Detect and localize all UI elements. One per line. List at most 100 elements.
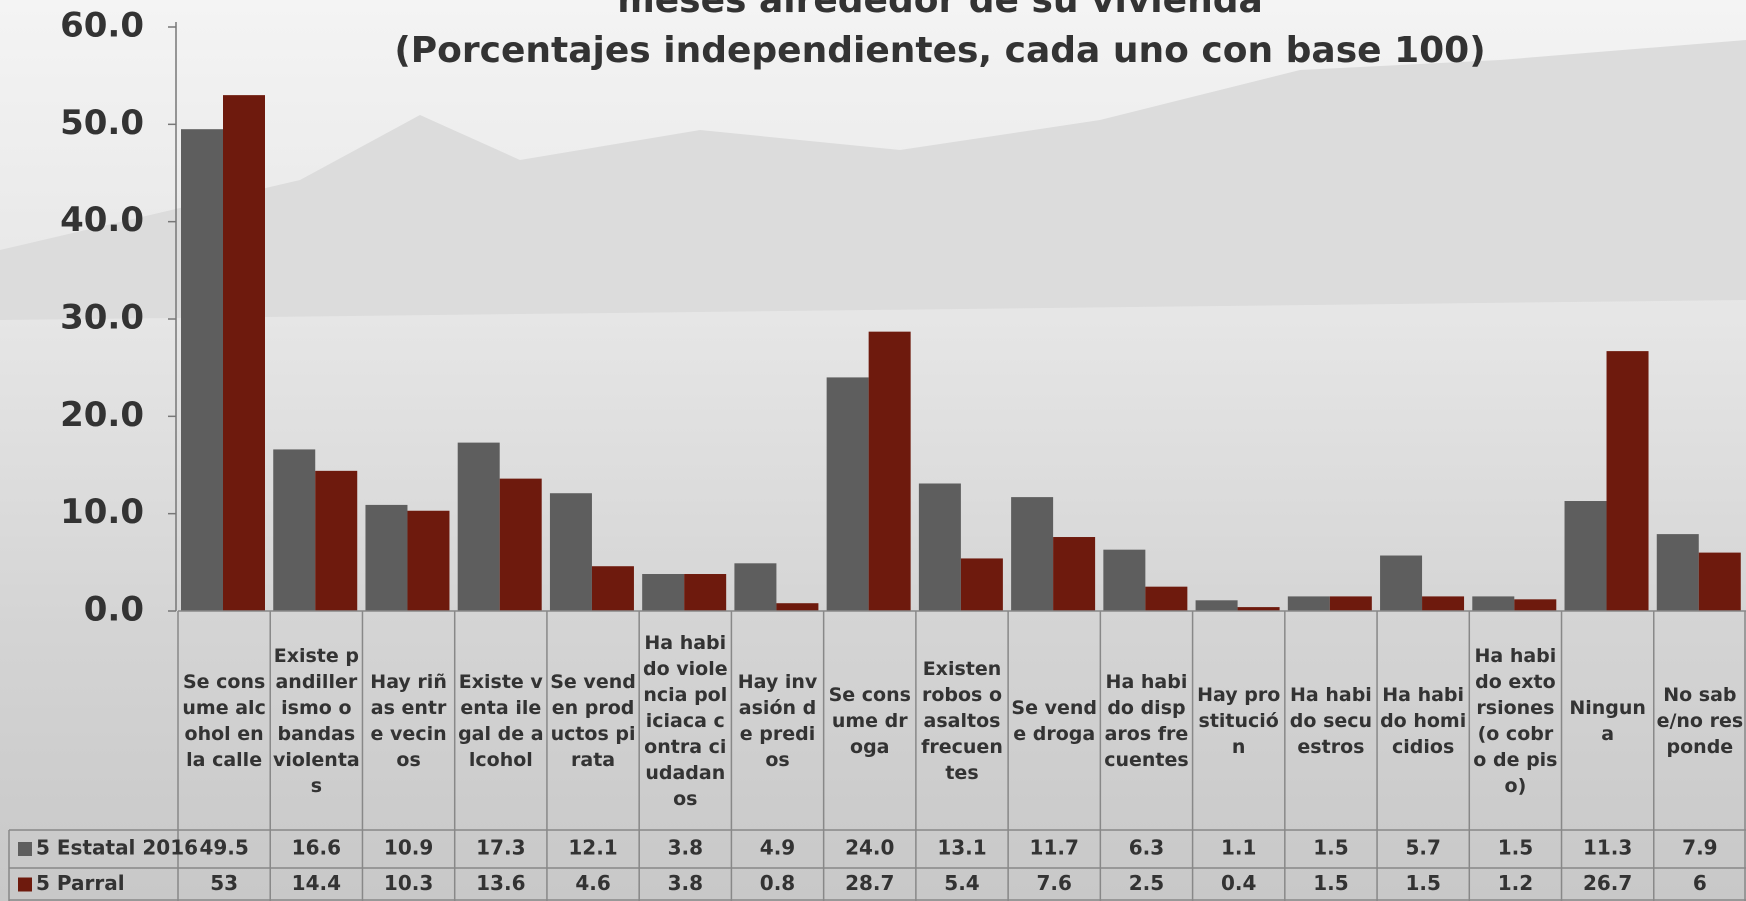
category-cell: Se vende droga [1008, 611, 1100, 830]
bar [827, 377, 869, 611]
x-tick-label: Hay invasión de predios [731, 611, 823, 830]
y-tick-label: 10.0 [60, 492, 144, 532]
bar [961, 558, 1003, 611]
data-label: 2.5 [1129, 871, 1164, 895]
bar [1699, 553, 1741, 611]
chart-title: meses alrededor de su vivienda [617, 0, 1263, 21]
bar [223, 95, 265, 611]
x-tick-label: Ha habido violencia policiaca contra ciu… [639, 611, 731, 830]
data-label: 13.6 [476, 871, 525, 895]
category-cell: No sabe/no responde [1654, 611, 1746, 830]
legend-label: 5 Parral [36, 871, 125, 895]
category-cell: Existe venta ilegal de alcohol [455, 611, 547, 830]
category-cell: Ha habido homicidios [1377, 611, 1469, 830]
x-tick-label: Existen robos o asaltos frecuentes [916, 611, 1008, 830]
x-tick-label: Hay prostitución [1193, 611, 1285, 830]
data-label: 4.9 [760, 836, 795, 860]
data-label: 10.9 [384, 836, 433, 860]
bar [1657, 534, 1699, 611]
x-tick-label: No sabe/no responde [1654, 611, 1746, 830]
bar [1514, 599, 1556, 611]
category-cell: Hay invasión de predios [731, 611, 823, 830]
category-cell: Se venden productos pirata [547, 611, 639, 830]
x-tick-label: Se vende droga [1008, 611, 1100, 830]
y-tick-label: 30.0 [60, 298, 144, 338]
category-cell: Se consume droga [824, 611, 916, 830]
data-label: 1.5 [1405, 871, 1440, 895]
data-label: 0.8 [760, 871, 795, 895]
bar [684, 574, 726, 611]
bar [642, 574, 684, 611]
bar [1380, 556, 1422, 611]
bar [1330, 596, 1372, 611]
bar [592, 566, 634, 611]
bar [1607, 351, 1649, 611]
legend-swatch [18, 842, 32, 856]
data-label: 5.7 [1405, 836, 1440, 860]
x-tick-label: Ninguna [1562, 611, 1654, 830]
data-label: 6.3 [1129, 836, 1164, 860]
page: {"chart_data": {"type": "bar", "title": … [0, 0, 1746, 901]
bar [181, 129, 223, 611]
bar [1422, 596, 1464, 611]
bar [500, 479, 542, 611]
x-tick-label: Ha habido extorsiones (o cobro de piso) [1469, 611, 1561, 830]
bar [1196, 600, 1238, 611]
chart: meses alrededor de su vivienda (Porcenta… [0, 0, 1746, 901]
y-tick-label: 20.0 [60, 395, 144, 435]
data-label: 24.0 [845, 836, 894, 860]
bar [315, 471, 357, 611]
data-label: 11.3 [1583, 836, 1632, 860]
data-label: 5.4 [944, 871, 979, 895]
x-tick-label: Existe pandillerismo o bandas violentas [270, 611, 362, 830]
x-tick-label: Ha habido secuestros [1285, 611, 1377, 830]
data-label: 14.4 [292, 871, 341, 895]
data-label: 1.2 [1498, 871, 1533, 895]
category-cell: Se consume alcohol en la calle [178, 611, 270, 830]
y-tick-label: 0.0 [84, 590, 144, 630]
category-cell: Ha habido violencia policiaca contra ciu… [639, 611, 731, 830]
x-tick-label: Ha habido homicidios [1377, 611, 1469, 830]
bar [1472, 596, 1514, 611]
data-label: 1.5 [1313, 871, 1348, 895]
y-tick-label: 50.0 [60, 103, 144, 143]
data-label: 10.3 [384, 871, 433, 895]
data-label: 17.3 [476, 836, 525, 860]
bar [365, 505, 407, 611]
bar [1288, 596, 1330, 611]
data-label: 3.8 [668, 871, 703, 895]
legend-label: 5 Estatal 2016 [36, 836, 198, 860]
legend-swatch [18, 878, 32, 892]
data-label: 49.5 [199, 836, 248, 860]
bar [919, 483, 961, 611]
data-label: 0.4 [1221, 871, 1256, 895]
x-tick-label: Ha habido disparos frecuentes [1100, 611, 1192, 830]
category-cell: Ha habido disparos frecuentes [1100, 611, 1192, 830]
bar [1011, 497, 1053, 611]
data-label: 7.6 [1037, 871, 1072, 895]
data-label: 16.6 [292, 836, 341, 860]
data-label: 4.6 [575, 871, 610, 895]
y-tick-label: 60.0 [60, 6, 144, 46]
data-label: 6 [1693, 871, 1707, 895]
data-label: 1.1 [1221, 836, 1256, 860]
x-tick-label: Se consume alcohol en la calle [178, 611, 270, 830]
data-label: 1.5 [1313, 836, 1348, 860]
x-tick-label: Se venden productos pirata [547, 611, 639, 830]
data-label: 26.7 [1583, 871, 1632, 895]
category-cell: Hay prostitución [1193, 611, 1285, 830]
category-cell: Ha habido extorsiones (o cobro de piso) [1469, 611, 1561, 830]
bar [776, 603, 818, 611]
bar [550, 493, 592, 611]
data-label: 53 [210, 871, 238, 895]
data-label: 11.7 [1030, 836, 1079, 860]
data-label: 1.5 [1498, 836, 1533, 860]
y-tick-label: 40.0 [60, 200, 144, 240]
category-cell: Existen robos o asaltos frecuentes [916, 611, 1008, 830]
category-cell: Hay riñas entre vecinos [362, 611, 454, 830]
bar [1053, 537, 1095, 611]
x-tick-label: Existe venta ilegal de alcohol [455, 611, 547, 830]
bar [1103, 550, 1145, 611]
bar [458, 443, 500, 611]
bar [1565, 501, 1607, 611]
